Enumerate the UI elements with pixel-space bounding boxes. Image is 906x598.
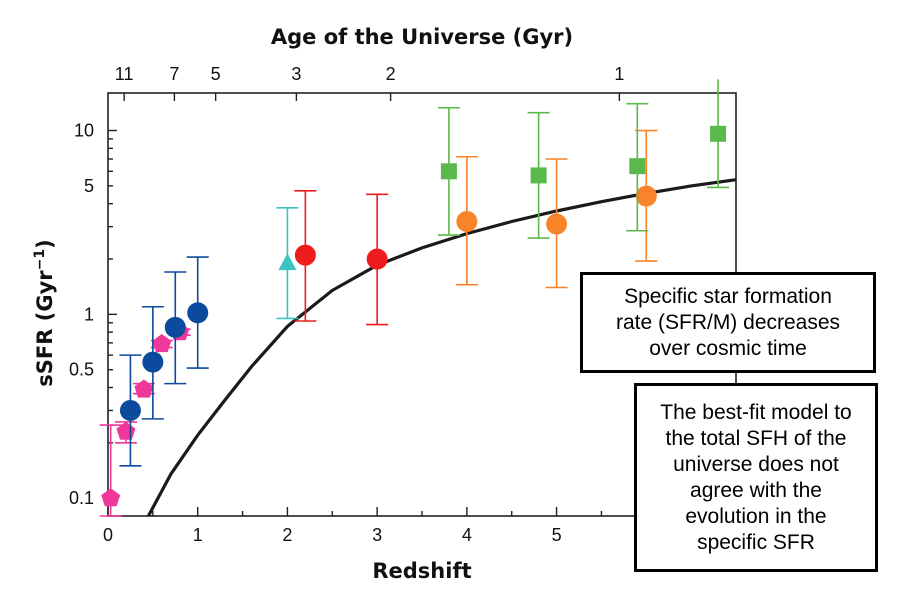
annotation-ssfr-decreases: Specific star formation rate (SFR/M) dec… [580, 272, 876, 373]
x-tick-label: 1 [193, 525, 203, 545]
data-point-circle [187, 302, 209, 324]
data-point-circle [456, 210, 478, 232]
y-tick-label: 10 [74, 121, 94, 141]
data-point-square [710, 125, 727, 142]
x-tick-label: 3 [372, 525, 382, 545]
data-points-layer [99, 79, 730, 517]
data-point-square [530, 167, 547, 184]
data-point-circle [164, 316, 186, 338]
model-curve-layer [146, 178, 737, 517]
data-point-circle [546, 213, 568, 235]
y-tick-label: 1 [84, 304, 94, 324]
x-axis-ticks: 0 1 2 3 4 5 [103, 507, 737, 545]
top-axis-tick-label: 7 [169, 64, 179, 84]
y-axis-ticks: 0.1 0.5 1 5 10 [69, 121, 117, 508]
y-tick-label: 0.1 [69, 488, 94, 508]
data-point-circle [142, 351, 164, 373]
x-tick-label: 0 [103, 525, 113, 545]
y-axis-title: sSFR (Gyr−1) [32, 239, 57, 386]
y-axis-title-main: sSFR (Gyr [33, 270, 57, 387]
top-axis-tick-label: 11 [115, 64, 134, 84]
data-point-square [440, 163, 457, 180]
data-point-circle [294, 244, 316, 266]
y-tick-label: 0.5 [69, 360, 94, 380]
y-axis-title-close: ) [33, 239, 57, 249]
top-axis-ticks: 11 7 5 3 2 1 [115, 64, 624, 101]
y-axis-title-superscript: −1 [32, 249, 48, 270]
data-point-square [629, 158, 646, 175]
top-axis-tick-label: 5 [211, 64, 221, 84]
x-tick-label: 5 [552, 525, 562, 545]
top-axis-title: Age of the Universe (Gyr) [271, 25, 573, 49]
y-tick-label: 5 [84, 176, 94, 196]
data-point-circle [366, 248, 388, 270]
data-point-pentagon [101, 488, 121, 507]
top-axis-tick-label: 1 [614, 64, 624, 84]
data-point-circle [635, 185, 657, 207]
x-tick-label: 4 [462, 525, 472, 545]
top-axis-tick-label: 2 [386, 64, 396, 84]
data-point-triangle [278, 253, 297, 271]
x-axis-title: Redshift [372, 559, 471, 583]
best-fit-model-curve [146, 178, 737, 517]
data-point-circle [119, 399, 141, 421]
data-point-pentagon [152, 334, 172, 353]
top-axis-tick-label: 3 [291, 64, 301, 84]
annotation-best-fit-model: The best-fit model to the total SFH of t… [634, 383, 878, 572]
data-point-pentagon [134, 379, 154, 398]
x-tick-label: 2 [282, 525, 292, 545]
